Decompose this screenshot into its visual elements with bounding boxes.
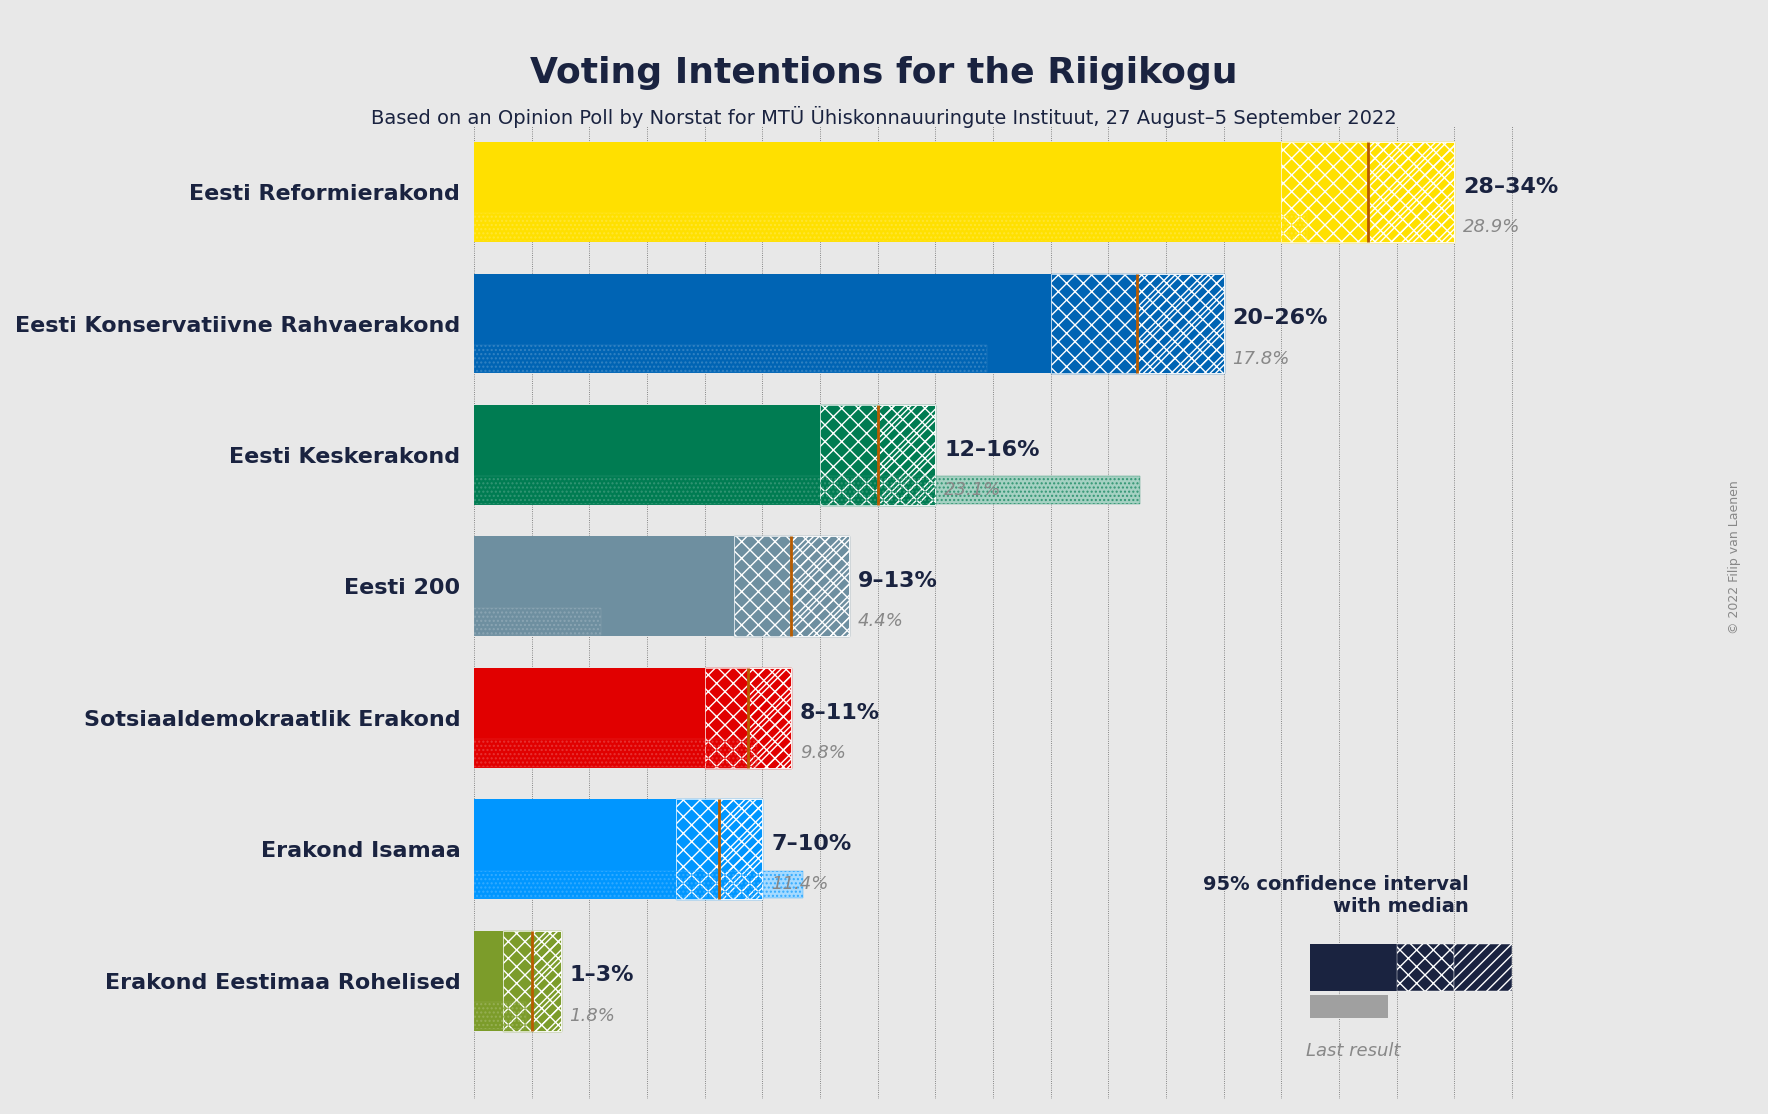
Bar [474, 607, 601, 635]
Text: 23.1%: 23.1% [944, 481, 1001, 499]
Bar [474, 274, 1223, 373]
Text: 11.4%: 11.4% [771, 876, 829, 893]
Text: 7–10%: 7–10% [771, 834, 852, 854]
FancyBboxPatch shape [675, 800, 762, 899]
Text: 9–13%: 9–13% [857, 571, 937, 592]
Bar [474, 931, 560, 1030]
Text: Based on an Opinion Poll by Norstat for MTÜ Ühiskonnauuringute Instituut, 27 Aug: Based on an Opinion Poll by Norstat for … [371, 106, 1397, 128]
Bar [474, 405, 935, 505]
FancyBboxPatch shape [1282, 143, 1455, 242]
FancyBboxPatch shape [1397, 944, 1455, 991]
FancyBboxPatch shape [820, 405, 935, 505]
Text: Voting Intentions for the Riigikogu: Voting Intentions for the Riigikogu [530, 56, 1238, 90]
Text: 12–16%: 12–16% [944, 440, 1040, 460]
Text: 28–34%: 28–34% [1462, 177, 1558, 197]
FancyBboxPatch shape [1310, 995, 1388, 1017]
Bar [474, 537, 849, 636]
Bar [474, 143, 1455, 242]
FancyBboxPatch shape [1455, 944, 1512, 991]
Bar [474, 870, 803, 898]
Bar [474, 214, 1307, 241]
Text: 28.9%: 28.9% [1462, 218, 1520, 236]
Text: 8–11%: 8–11% [799, 703, 880, 723]
Text: 9.8%: 9.8% [799, 744, 845, 762]
Text: 20–26%: 20–26% [1232, 309, 1328, 329]
Bar [474, 739, 757, 766]
FancyBboxPatch shape [502, 931, 560, 1030]
Text: 1.8%: 1.8% [569, 1007, 615, 1025]
Text: Last result: Last result [1307, 1043, 1400, 1061]
Text: 1–3%: 1–3% [569, 966, 633, 986]
FancyBboxPatch shape [1310, 944, 1397, 991]
FancyBboxPatch shape [734, 537, 849, 636]
Text: © 2022 Filip van Laenen: © 2022 Filip van Laenen [1729, 480, 1741, 634]
Bar [474, 476, 1140, 504]
Bar [474, 800, 762, 899]
Text: 95% confidence interval
with median: 95% confidence interval with median [1202, 874, 1469, 916]
FancyBboxPatch shape [705, 668, 792, 768]
Text: 17.8%: 17.8% [1232, 350, 1289, 368]
Bar [474, 668, 792, 768]
Text: 4.4%: 4.4% [857, 613, 903, 631]
FancyBboxPatch shape [1050, 274, 1223, 373]
Bar [474, 1001, 527, 1029]
Bar [474, 344, 987, 372]
